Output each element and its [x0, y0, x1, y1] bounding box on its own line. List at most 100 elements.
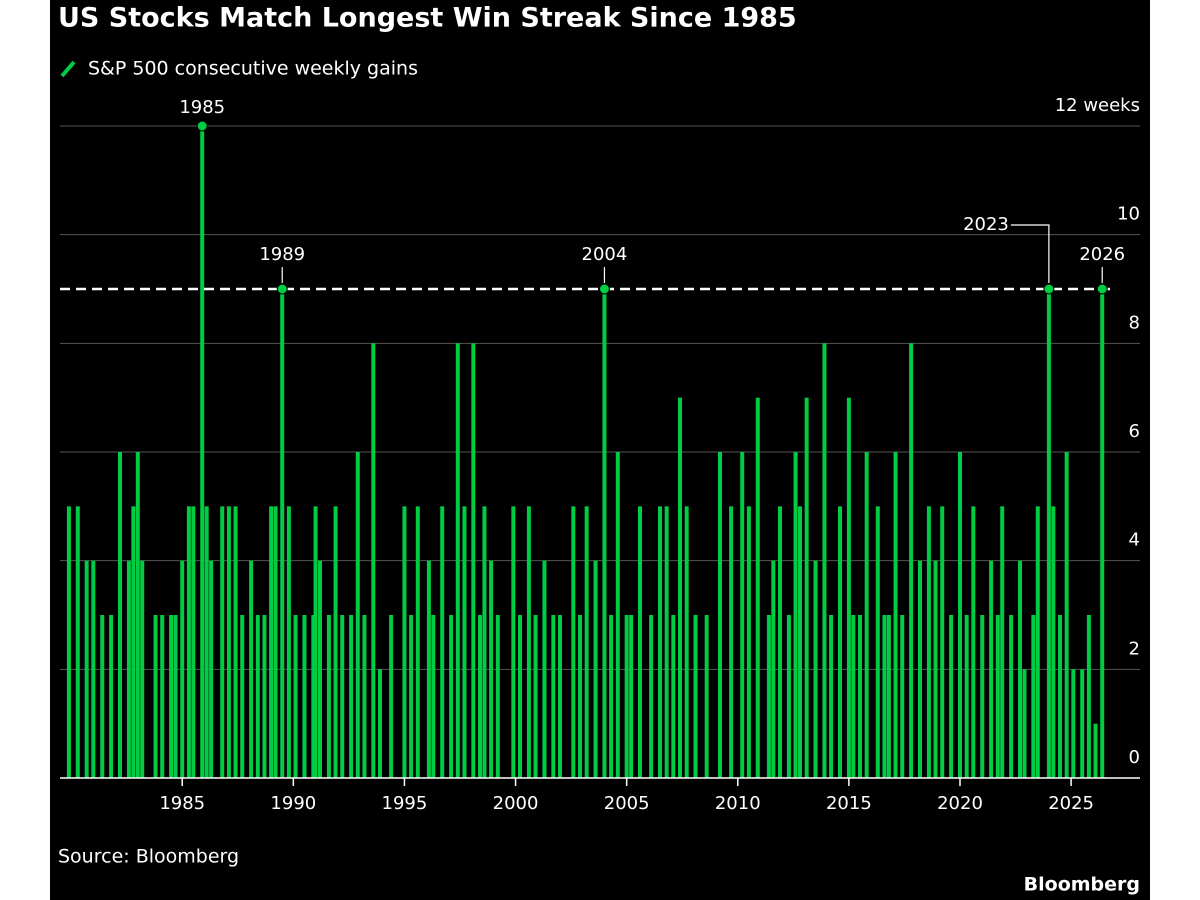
bar [958, 452, 962, 778]
bar [593, 560, 598, 778]
bar [495, 615, 500, 778]
annotation-label: 2023 [963, 214, 1009, 235]
bar [864, 452, 869, 778]
bar [209, 560, 214, 778]
source: Source: Bloomberg [58, 846, 239, 868]
bar [838, 506, 842, 778]
bar [1035, 506, 1040, 778]
x-tick-label: 2025 [1048, 793, 1094, 814]
bar [755, 397, 760, 778]
bar [1018, 560, 1022, 778]
bar [200, 126, 205, 778]
bar [518, 615, 522, 778]
bar [173, 615, 178, 778]
bar [949, 615, 954, 778]
bar [900, 615, 905, 778]
bar [1009, 615, 1014, 778]
bar [160, 615, 165, 778]
bar [482, 506, 487, 778]
legend-label: S&P 500 consecutive weekly gains [88, 58, 418, 80]
bar [638, 506, 642, 778]
bar [649, 615, 654, 778]
bar [109, 615, 114, 778]
bar [191, 506, 196, 778]
bar [778, 506, 782, 778]
x-tick-label: 1985 [159, 793, 205, 814]
bar [286, 506, 291, 778]
bar [551, 615, 556, 778]
bar [1046, 289, 1051, 778]
bar [255, 615, 260, 778]
bar [66, 506, 71, 778]
bar [333, 506, 338, 778]
bar [533, 615, 538, 778]
bar [693, 615, 698, 778]
bar [851, 615, 856, 778]
bar [602, 289, 607, 778]
legend-swatch [60, 60, 76, 78]
y-tick-label: 4 [1129, 530, 1140, 551]
bar [131, 506, 136, 778]
chart-title: US Stocks Match Longest Win Streak Since… [58, 3, 797, 34]
bar [1022, 669, 1027, 778]
bar [1058, 615, 1062, 778]
bar [220, 506, 225, 778]
bar [740, 452, 745, 778]
bar [186, 506, 191, 778]
y-tick-label: 12 weeks [1055, 95, 1140, 116]
bar [1051, 506, 1056, 778]
bar [1093, 723, 1098, 778]
bar [829, 615, 834, 778]
bar [462, 506, 467, 778]
bar [624, 615, 629, 778]
bar [355, 452, 360, 778]
bar [180, 560, 185, 778]
bar [100, 615, 105, 778]
bar [658, 506, 662, 778]
bar [402, 506, 407, 778]
y-tick-label: 8 [1129, 312, 1140, 333]
bar [989, 560, 994, 778]
bar [489, 560, 494, 778]
bar [426, 560, 431, 778]
bar [882, 615, 887, 778]
y-tick-label: 2 [1129, 638, 1140, 659]
bar [766, 615, 771, 778]
bar [718, 452, 722, 778]
x-tick-label: 1990 [270, 793, 316, 814]
x-tick-label: 1995 [382, 793, 428, 814]
bar [571, 506, 576, 778]
annotation-label: 2004 [582, 244, 628, 265]
bar [918, 560, 922, 778]
bar [340, 615, 345, 778]
bar [153, 615, 158, 778]
bar [1064, 452, 1069, 778]
bar [886, 615, 891, 778]
bar [311, 615, 316, 778]
bar [378, 669, 382, 778]
bar [704, 615, 709, 778]
bar [822, 343, 827, 778]
annotation-dot [1096, 283, 1108, 295]
bar [240, 615, 245, 778]
bar [409, 615, 414, 778]
annotation-dot [196, 120, 208, 132]
bar [909, 343, 914, 778]
bar [813, 560, 818, 778]
bar [609, 615, 614, 778]
bar [526, 506, 531, 778]
bar [1100, 289, 1105, 778]
bar [615, 452, 620, 778]
background [50, 0, 1150, 900]
bar [280, 289, 285, 778]
bar [933, 560, 938, 778]
bar [262, 615, 267, 778]
bar [798, 506, 802, 778]
bar [671, 615, 676, 778]
bar [584, 506, 589, 778]
bar [1000, 506, 1005, 778]
bar [249, 560, 254, 778]
bar [786, 615, 791, 778]
bar [371, 343, 376, 778]
